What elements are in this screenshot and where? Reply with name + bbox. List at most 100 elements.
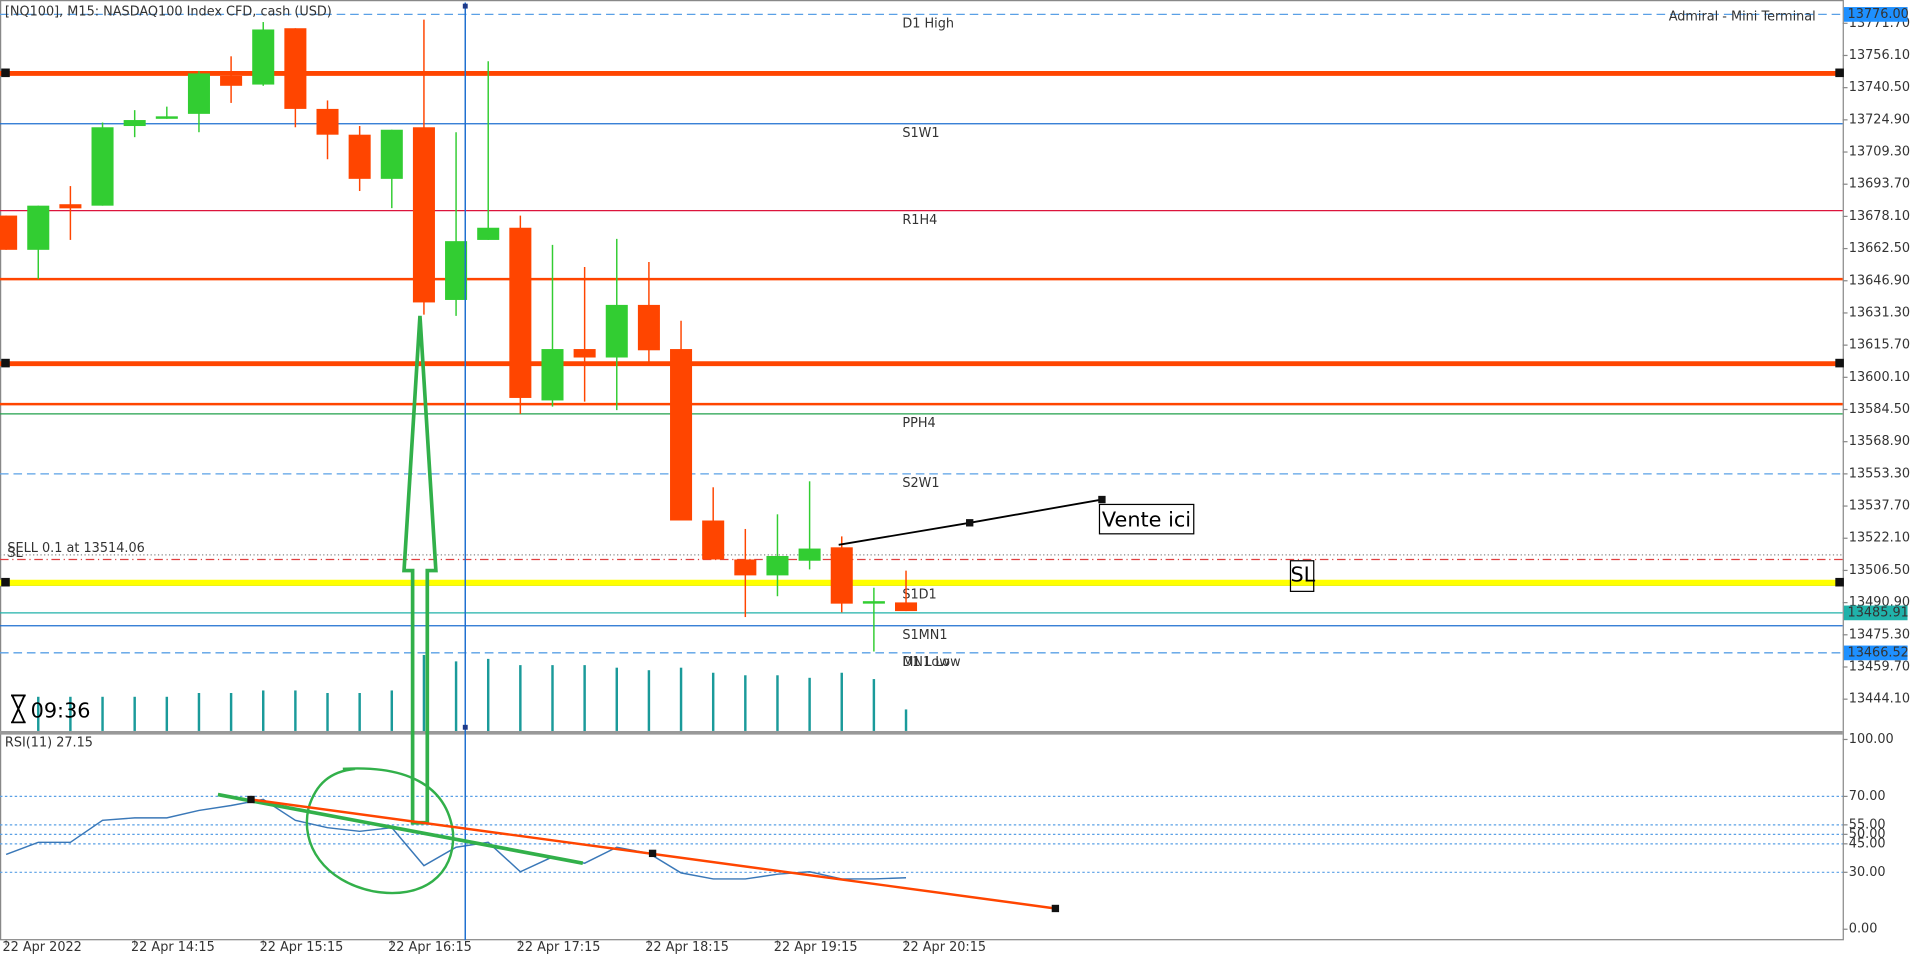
level-label: S1W1 — [902, 126, 939, 141]
candle-body — [766, 555, 789, 576]
trendline-handle — [1051, 904, 1060, 913]
price-marker — [1843, 7, 1908, 22]
level-handle — [1, 358, 10, 368]
symbol-title: [NQ100], M15: NASDAQ100 Index CFD, cash … — [5, 5, 332, 20]
panes — [0, 0, 1844, 941]
countdown: 09:36 — [31, 698, 91, 722]
y-tick-label: 13646.90 — [1849, 273, 1910, 288]
candle-body — [187, 73, 210, 114]
y-tick-label: 100.00 — [1849, 732, 1894, 747]
x-tick-label: 22 Apr 14:15 — [131, 940, 215, 955]
level-label: R1H4 — [902, 213, 937, 228]
candle-body — [412, 127, 435, 303]
y-tick-label: 50.00 — [1849, 827, 1886, 842]
y-tick-label: 13662.50 — [1849, 241, 1910, 256]
candle-body — [220, 75, 243, 86]
hourglass-icon — [11, 694, 26, 724]
rsi-title: RSI(11) 27.15 — [5, 736, 93, 751]
y-tick-label: 13693.70 — [1849, 177, 1910, 192]
level-label: SL — [7, 546, 23, 561]
y-tick-label: 13475.30 — [1849, 627, 1910, 642]
level-label: S2W1 — [902, 476, 939, 491]
candle-body — [862, 601, 885, 604]
trendline-handle — [648, 849, 657, 858]
price-marker-label: 13466.52 — [1848, 645, 1909, 660]
candle-body — [284, 28, 307, 109]
x-tick-label: 22 Apr 15:15 — [260, 940, 344, 955]
candle-body — [380, 129, 403, 179]
candle-body — [702, 520, 725, 560]
level-label: D1 High — [902, 17, 954, 32]
candle-body — [123, 120, 146, 127]
candle-body — [670, 349, 693, 521]
circle-drawing — [305, 767, 455, 895]
level-handle — [1, 68, 10, 78]
y-tick-label: 13600.10 — [1849, 370, 1910, 385]
y-tick-label: 13740.50 — [1849, 80, 1910, 95]
entry-handle — [1098, 495, 1106, 504]
candle-body — [830, 547, 853, 604]
x-tick-label: 22 Apr 16:15 — [388, 940, 472, 955]
levels: D1 High S1W1 R1H4 PPH4 S2W1 SELL 0.1 at 13514… — [0, 13, 1844, 873]
y-tick-label: 70.00 — [1849, 789, 1886, 804]
level-label: SELL 0.1 at 13514.06 — [7, 541, 144, 556]
y-tick-label: 13568.90 — [1849, 434, 1910, 449]
candle-body — [573, 349, 596, 358]
candle-body — [509, 227, 532, 398]
level-handle — [1835, 577, 1844, 587]
y-tick-label: 13631.30 — [1849, 305, 1910, 320]
note-box — [1098, 503, 1195, 535]
y-tick-label: 13444.10 — [1849, 692, 1910, 707]
x-tick-label: 22 Apr 20:15 — [902, 940, 986, 955]
level-handle — [1835, 358, 1844, 368]
y-tick-label: 45.00 — [1849, 836, 1886, 851]
axes: 13771.7013756.1013740.5013724.9013709.30… — [2, 7, 1910, 955]
candle-body — [734, 559, 757, 576]
candle-body — [445, 241, 468, 300]
sl-note: SL — [1290, 562, 1315, 586]
y-tick-label: 30.00 — [1849, 865, 1886, 880]
candle-body — [316, 108, 339, 135]
level-handle — [1, 577, 10, 587]
entry-note: Vente ici — [1102, 507, 1191, 531]
terminal-label: Admiral - Mini Terminal — [1669, 10, 1816, 25]
candle-body — [155, 116, 178, 119]
y-tick-label: 55.00 — [1849, 817, 1886, 832]
trendline-handle — [247, 795, 255, 804]
y-tick-label: 13709.30 — [1849, 145, 1910, 160]
crosshair-handle — [462, 3, 468, 9]
level-handle — [1835, 68, 1844, 78]
level-label: S1D1 — [902, 588, 936, 603]
x-tick-label: 22 Apr 19:15 — [774, 940, 858, 955]
level-label: PPH4 — [902, 416, 935, 431]
candle-body — [798, 548, 821, 561]
y-tick-label: 13756.10 — [1849, 48, 1910, 63]
frame — [0, 0, 1844, 941]
y-tick-label: 13724.90 — [1849, 112, 1910, 127]
y-tick-label: 13584.50 — [1849, 402, 1910, 417]
y-tick-label: 13522.10 — [1849, 531, 1910, 546]
rsi-trendline — [217, 792, 584, 865]
candle-body — [27, 205, 50, 250]
candle-body — [348, 134, 371, 179]
candle-body — [252, 29, 275, 85]
drawings: Vente ici SL 09:36 — [11, 2, 1316, 941]
candles — [0, 19, 918, 880]
y-tick-label: 13459.70 — [1849, 659, 1910, 674]
candle-body — [895, 602, 918, 612]
candle-body — [605, 304, 628, 358]
price-marker-label: 13485.91 — [1848, 605, 1909, 620]
y-tick-label: 13506.50 — [1849, 563, 1910, 578]
candle-body — [477, 227, 500, 240]
level-label: D1 Low — [902, 655, 949, 670]
y-tick-label: 13553.30 — [1849, 466, 1910, 481]
candle-body — [541, 349, 564, 401]
candle-body — [637, 304, 660, 351]
price-marker — [1843, 645, 1908, 661]
x-tick-label: 22 Apr 2022 — [2, 940, 81, 955]
rsi-line — [5, 798, 907, 880]
candle-body — [91, 127, 114, 206]
